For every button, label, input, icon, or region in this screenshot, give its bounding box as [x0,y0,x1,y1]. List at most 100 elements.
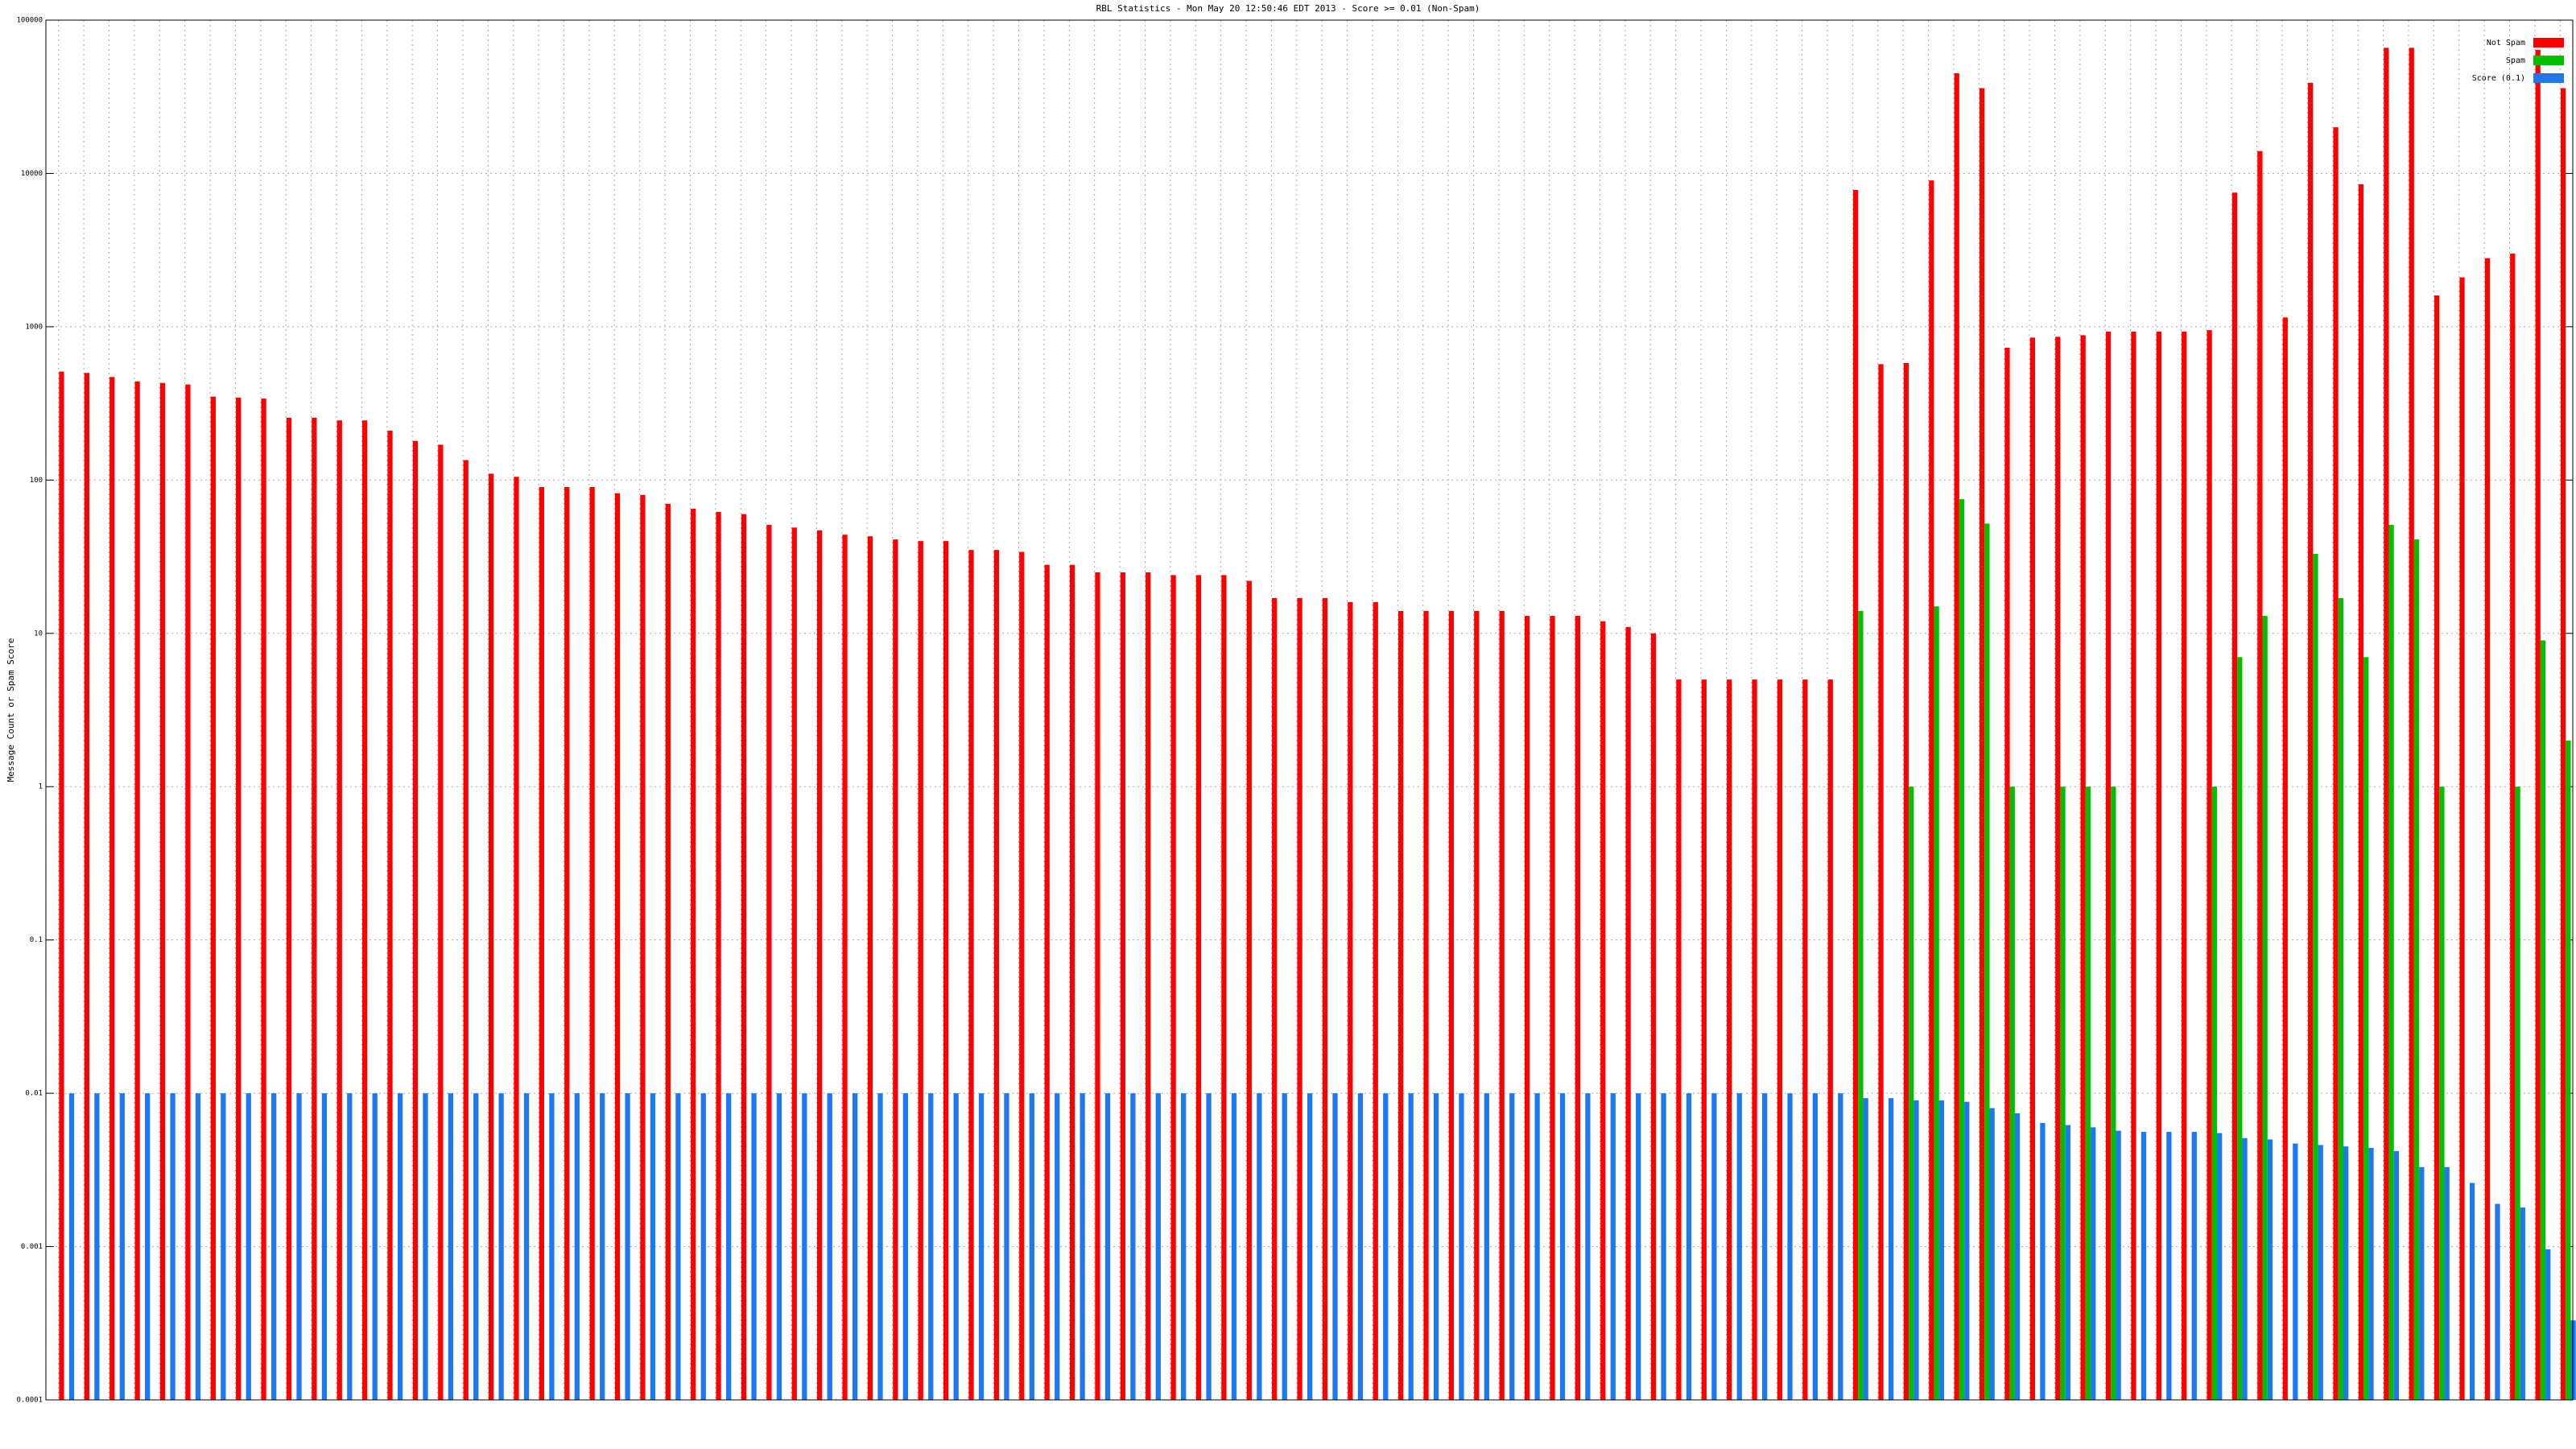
bar [842,535,848,1400]
legend-swatch [2533,38,2564,47]
bar [2166,1132,2172,1400]
bar [1863,1098,1868,1400]
bar [1357,1093,1364,1400]
bar [691,508,696,1401]
bar [902,1093,909,1400]
bar [802,1093,807,1400]
bar [221,1093,226,1400]
bar [625,1093,630,1400]
legend-swatch [2533,56,2564,65]
bar [893,539,898,1401]
bar [1727,679,1732,1400]
y-tick-label: 10000 [21,170,43,178]
bar [564,487,570,1400]
bar [2419,1166,2425,1400]
bar [1858,610,1864,1400]
bar [2484,258,2491,1401]
bar [1777,679,1783,1400]
bar [1146,572,1151,1400]
bar [1954,73,1959,1401]
bar [1195,575,1202,1400]
bar [2439,786,2445,1400]
legend-label: Spam [2506,56,2525,65]
y-tick-label: 0.1 [30,936,43,944]
bar [2065,1125,2070,1400]
bar [2409,47,2414,1401]
y-tick-label: 0.01 [25,1090,43,1098]
bar [210,396,216,1400]
bar [1575,616,1581,1400]
bar [1676,679,1682,1400]
bar [1348,601,1353,1400]
bar [1625,626,1631,1400]
bar [2131,331,2136,1401]
legend-swatch [2533,73,2564,83]
bar [397,1093,403,1400]
bar [2085,786,2091,1400]
bar [2191,1132,2197,1400]
y-tick-label: 100 [30,477,43,485]
bar [412,440,419,1401]
bar [2231,192,2238,1401]
bar [817,530,823,1400]
bar [943,541,949,1400]
bar [2111,786,2116,1400]
bar [1332,1093,1338,1400]
bar [700,1093,706,1400]
bar [1959,499,1965,1400]
bar [109,377,115,1400]
bar [296,1093,302,1400]
bar [2333,127,2339,1400]
bar [2014,1113,2021,1400]
bar [1888,1098,1894,1400]
bar [1762,1093,1768,1400]
bar [84,373,89,1400]
bar [2040,1123,2046,1400]
bar [1600,621,1606,1400]
bar [918,541,923,1400]
y-tick-label: 0.001 [21,1243,43,1251]
bar [2566,740,2571,1400]
bar [751,1093,757,1400]
bar [463,460,469,1400]
bar [362,420,368,1401]
bar [1170,575,1176,1400]
bar [1459,1093,1464,1400]
bar [312,417,317,1400]
bar [574,1093,580,1400]
bar [1650,633,1657,1400]
bar [2384,47,2389,1401]
bar [159,382,166,1401]
bar [1838,1093,1843,1400]
bar [968,550,974,1400]
bar [2363,657,2369,1400]
bar [2469,1183,2475,1400]
bar [119,1093,125,1400]
bar [1787,1093,1793,1400]
bar [488,473,494,1400]
bar [1509,1093,1515,1400]
bar [2257,151,2263,1400]
bar [2535,49,2541,1400]
bar [2080,335,2086,1400]
bar [1853,189,1859,1401]
bar [1752,679,1757,1400]
bar [2211,786,2218,1400]
legend-label: Score (0.1) [2472,74,2525,83]
y-tick-label: 10 [34,630,43,638]
bar [1878,364,1884,1401]
bar [539,487,545,1400]
bar [2495,1203,2500,1400]
bar [2540,640,2546,1400]
bar [1484,1093,1489,1400]
bar [852,1093,858,1400]
bar [2393,1150,2400,1400]
bar [1610,1093,1616,1400]
bar [1736,1093,1742,1400]
bar [1448,610,1455,1400]
bar [1307,1093,1313,1400]
bar [2060,786,2066,1400]
bar [766,525,772,1401]
bar [2156,331,2161,1401]
bar [2308,82,2314,1400]
